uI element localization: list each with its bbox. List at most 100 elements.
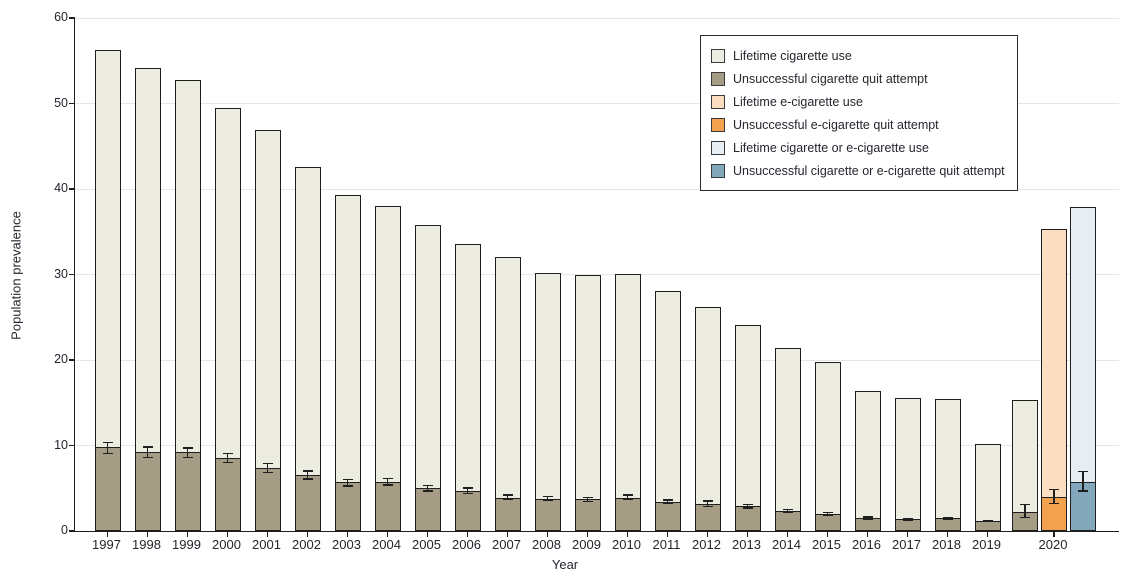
error-bar-cap-top	[342, 478, 353, 481]
gridline-50	[75, 103, 1119, 104]
y-tick-label-20: 20	[54, 352, 68, 366]
x-tick-label-1998: 1998	[132, 537, 161, 552]
error-bar-cigarette-2002	[302, 470, 313, 480]
x-tick-label-2016: 2016	[852, 537, 881, 552]
error-bar-cap-bottom	[102, 452, 113, 455]
error-bar-cigarette-2003	[342, 478, 353, 487]
x-axis-tick-2013	[746, 532, 749, 537]
x-axis-tick-2007	[506, 532, 509, 537]
error-bar-cap-top	[702, 500, 713, 502]
error-bar-cigarette-2012	[702, 500, 713, 508]
bar-cigarette-2014-quit-attempt	[774, 511, 801, 531]
error-bar-cigarette-2018	[942, 517, 953, 520]
error-bar-line	[386, 477, 389, 486]
error-bar-line	[826, 512, 829, 516]
error-bar-cap-bottom	[1049, 503, 1059, 505]
error-bar-cap-top	[1020, 503, 1030, 505]
error-bar-cap-top	[302, 470, 313, 472]
error-bar-cap-top	[262, 462, 273, 464]
error-bar-cigarette-or-e-cigarette-2020	[1078, 471, 1088, 492]
legend-swatch-icon	[711, 117, 725, 132]
error-bar-cap-bottom	[702, 505, 713, 508]
legend-swatch-icon	[711, 94, 725, 109]
bar-cigarette-1997-quit-attempt	[94, 447, 121, 531]
x-tick-label-2004: 2004	[372, 537, 401, 552]
y-axis-tick-10	[69, 444, 75, 447]
gridline-60	[75, 18, 1119, 19]
bar-cigarette-2005-quit-attempt	[414, 488, 441, 531]
y-tick-label-50: 50	[54, 95, 68, 110]
x-axis-tick-2004	[386, 532, 389, 537]
x-tick-label-2017: 2017	[892, 537, 921, 552]
error-bar-cap-bottom	[422, 490, 433, 492]
bar-cigarette-2011-quit-attempt	[654, 501, 681, 531]
y-axis-tick-50	[69, 102, 75, 105]
bar-cigarette-2009-quit-attempt	[574, 499, 601, 531]
legend-label: Lifetime cigarette or e-cigarette use	[733, 140, 929, 155]
x-tick-label-2014: 2014	[772, 537, 801, 552]
bar-cigarette-2000-quit-attempt	[214, 458, 241, 531]
gridline-30	[75, 274, 1119, 275]
x-axis-tick-2003	[346, 532, 349, 537]
error-bar-line	[1082, 471, 1084, 492]
error-bar-cigarette-1997	[102, 442, 113, 455]
error-bar-cap-top	[542, 495, 553, 498]
x-axis-tick-2008	[546, 532, 549, 537]
x-axis-tick-2011	[666, 532, 669, 537]
x-tick-label-2001: 2001	[252, 537, 281, 552]
legend: Lifetime cigarette use Unsuccessful cigar…	[700, 35, 1018, 191]
error-bar-cap-top	[502, 494, 513, 496]
x-axis-tick-2018	[946, 532, 949, 537]
x-tick-label-2000: 2000	[212, 537, 241, 552]
error-bar-cap-bottom	[862, 518, 873, 520]
x-axis-tick-2000	[226, 532, 229, 537]
error-bar-cap-bottom	[462, 492, 473, 495]
x-tick-label-2002: 2002	[292, 537, 321, 552]
legend-swatch-icon	[711, 48, 725, 63]
bar-cigarette-2003-quit-attempt	[334, 482, 361, 531]
bar-cigarette-2008-lifetime	[534, 272, 561, 531]
legend-item-3: Unsuccessful e-cigarette quit attempt	[711, 113, 1007, 136]
x-axis-tick-2017	[906, 532, 909, 537]
bar-cigarette-2011-lifetime	[654, 290, 681, 531]
error-bar-line	[786, 508, 789, 514]
error-bar-cap-top	[1049, 489, 1059, 491]
error-bar-cap-top	[622, 494, 633, 496]
error-bar-cap-top	[142, 446, 153, 448]
bar-cigarette-2007-lifetime	[494, 257, 521, 531]
x-axis-tick-2005	[426, 532, 429, 537]
x-axis-tick-1999	[186, 532, 189, 537]
error-bar-line	[586, 496, 589, 502]
error-bar-cigarette-2016	[862, 516, 873, 520]
y-axis-tick-30	[69, 273, 75, 276]
error-bar-line	[546, 495, 549, 502]
error-bar-cigarette-1998	[142, 446, 153, 459]
error-bar-cap-bottom	[822, 514, 833, 516]
x-axis-tick-2001	[266, 532, 269, 537]
bar-cigarette-2015-quit-attempt	[814, 513, 841, 531]
error-bar-cap-top	[782, 508, 793, 511]
x-axis-title: Year	[551, 557, 579, 572]
x-axis-tick-2006	[466, 532, 469, 537]
bar-cigarette-2015-lifetime	[814, 361, 841, 531]
x-axis-tick-2020	[1053, 532, 1055, 537]
bar-cigarette-2004-lifetime	[374, 206, 401, 531]
x-tick-label-2007: 2007	[492, 537, 521, 552]
gridline-40	[75, 188, 1119, 190]
x-axis-tick-2016	[866, 532, 869, 537]
y-axis-tick-60	[69, 17, 75, 19]
error-bar-line	[306, 470, 309, 480]
error-bar-cigarette-2004	[382, 477, 393, 486]
error-bar-cap-top	[222, 453, 233, 455]
x-axis-tick-2015	[826, 532, 829, 537]
error-bar-cap-top	[822, 512, 833, 514]
bar-cigarette-2009-lifetime	[574, 275, 601, 531]
legend-label: Unsuccessful cigarette or e-cigarette qu…	[733, 163, 1005, 178]
plot-area	[69, 17, 1119, 537]
error-bar-cap-bottom	[222, 462, 233, 464]
x-tick-label-2009: 2009	[572, 537, 601, 552]
error-bar-cigarette-2015	[822, 512, 833, 516]
error-bar-cap-top	[902, 518, 913, 520]
error-bar-cigarette-2013	[742, 503, 753, 509]
legend-item-1: Unsuccessful cigarette quit attempt	[711, 67, 1007, 90]
